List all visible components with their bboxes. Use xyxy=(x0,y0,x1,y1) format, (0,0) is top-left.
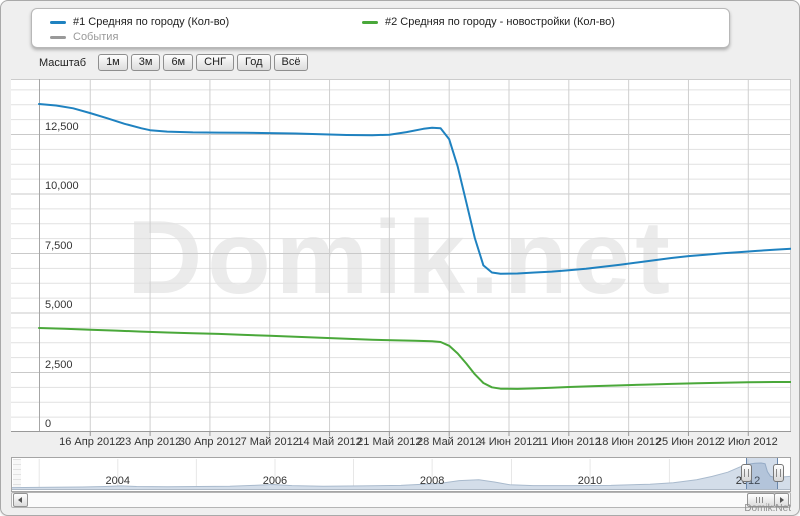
credit-link[interactable]: Domik.Net xyxy=(744,503,791,514)
scrollbar-right-arrow-button[interactable] xyxy=(774,493,789,507)
x-tick-label: 14 Май 2012 xyxy=(297,436,362,448)
navigator-year-label: 2004 xyxy=(105,475,131,487)
navigator-scrollbar[interactable] xyxy=(11,492,791,508)
price-chart[interactable] xyxy=(11,79,791,437)
x-tick-label: 30 Апр 2012 xyxy=(178,436,242,448)
navigator-year-label: 2010 xyxy=(577,475,603,487)
x-tick-label: 2 Июл 2012 xyxy=(718,436,778,448)
y-tick-label: 0 xyxy=(45,418,52,430)
zoom-button-1m[interactable]: 1м xyxy=(98,54,128,71)
legend: #1 Средняя по городу (Кол-во) События #2… xyxy=(31,8,730,48)
right-arrow-icon xyxy=(780,497,784,503)
watermark: Domik.net xyxy=(127,200,675,316)
thumb-grip-icon xyxy=(756,497,764,503)
zoom-button-year[interactable]: Год xyxy=(236,54,271,71)
navigator-right-handle-icon[interactable] xyxy=(773,464,785,482)
navigator-year-label: 2006 xyxy=(262,475,288,487)
navigator-left-handle-icon[interactable] xyxy=(740,464,752,482)
y-tick-label: 12,500 xyxy=(45,120,79,133)
legend-item-events[interactable]: События xyxy=(50,30,118,44)
plot-background xyxy=(11,79,791,432)
scrollbar-thumb[interactable] xyxy=(747,493,775,507)
zoom-button-6m[interactable]: 6м xyxy=(163,54,194,71)
navigator-year-label: 2008 xyxy=(419,475,445,487)
x-tick-label: 28 Май 2012 xyxy=(416,436,482,448)
y-tick-label: 7,500 xyxy=(45,239,73,252)
x-tick-label: 11 Июн 2012 xyxy=(536,436,601,448)
x-tick-label: 16 Апр 2012 xyxy=(59,436,122,448)
legend-item-series2[interactable]: #2 Средняя по городу - новостройки (Кол-… xyxy=(362,15,615,29)
legend-label-series2: #2 Средняя по городу - новостройки (Кол-… xyxy=(385,16,615,28)
legend-label-events: События xyxy=(73,31,119,43)
x-tick-label: 21 Май 2012 xyxy=(357,436,422,448)
navigator-scale-icon xyxy=(13,459,21,489)
zoom-button-ytd[interactable]: СНГ xyxy=(196,54,234,71)
toolbar-label: Масштаб xyxy=(39,56,87,69)
y-tick-label: 2,500 xyxy=(45,358,73,371)
series2-line-swatch-icon xyxy=(362,20,378,24)
y-tick-label: 5,000 xyxy=(45,299,73,311)
legend-label-series1: #1 Средняя по городу (Кол-во) xyxy=(73,16,230,28)
navigator-chart xyxy=(12,459,790,490)
zoom-button-3m[interactable]: 3м xyxy=(130,54,161,71)
x-tick-label: 23 Апр 2012 xyxy=(118,436,182,448)
left-arrow-icon xyxy=(18,497,22,503)
range-navigator[interactable] xyxy=(11,457,791,492)
zoom-button-all[interactable]: Всё xyxy=(273,54,309,71)
x-tick-label: 25 Июн 2012 xyxy=(655,436,721,448)
legend-item-series1[interactable]: #1 Средняя по городу (Кол-во) xyxy=(50,15,229,29)
events-line-swatch-icon xyxy=(50,35,66,39)
zoom-toolbar: Масштаб 1м 3м 6м СНГ Год Всё xyxy=(39,53,311,72)
y-tick-label: 10,000 xyxy=(45,180,79,192)
x-tick-label: 18 Июн 2012 xyxy=(596,436,662,448)
x-tick-label: 4 Июн 2012 xyxy=(479,436,539,448)
x-tick-label: 7 Май 2012 xyxy=(240,436,299,448)
scrollbar-left-arrow-button[interactable] xyxy=(13,493,28,507)
series1-line-swatch-icon xyxy=(50,20,66,24)
